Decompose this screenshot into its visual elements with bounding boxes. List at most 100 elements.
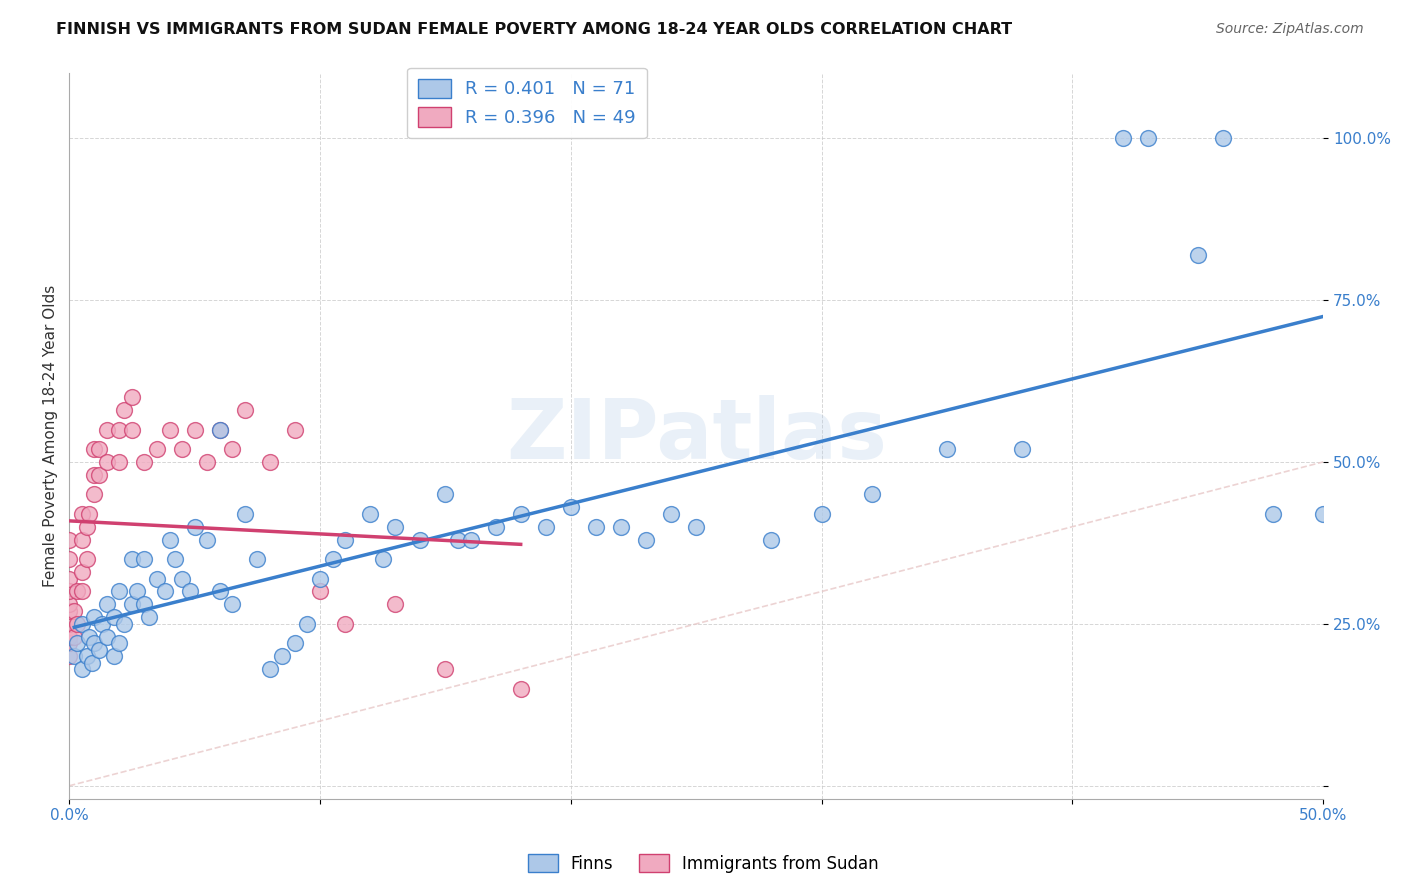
Point (509, 507, 531, 521)
Point (70, 507, 93, 521)
Point (685, 519, 707, 533)
Point (63, 630, 86, 644)
Point (134, 455, 156, 469)
Text: Source: ZipAtlas.com: Source: ZipAtlas.com (1216, 22, 1364, 37)
Point (134, 598, 156, 612)
Point (183, 423, 205, 437)
Legend: R = 0.401   N = 71, R = 0.396   N = 49: R = 0.401 N = 71, R = 0.396 N = 49 (408, 68, 647, 138)
Point (121, 423, 143, 437)
Point (70, 662, 93, 676)
Point (434, 662, 457, 676)
Point (384, 598, 406, 612)
Point (153, 584, 176, 599)
Point (322, 552, 344, 566)
Point (1312, 507, 1334, 521)
Point (125, 584, 148, 599)
Point (534, 519, 557, 533)
Point (221, 598, 243, 612)
Point (284, 636, 307, 650)
Point (163, 552, 186, 566)
Point (221, 442, 243, 456)
Point (70, 616, 93, 631)
Point (70, 584, 93, 599)
Point (83, 610, 105, 624)
Point (134, 552, 156, 566)
Point (58, 584, 80, 599)
Point (1261, 507, 1284, 521)
Point (76, 552, 98, 566)
Point (76, 649, 98, 664)
Point (159, 423, 181, 437)
Point (89, 467, 111, 482)
Point (63, 604, 86, 618)
Point (70, 533, 93, 547)
Point (195, 533, 218, 547)
Point (108, 584, 131, 599)
Point (585, 519, 607, 533)
Point (112, 403, 135, 417)
Point (80, 656, 103, 670)
Point (172, 442, 194, 456)
Point (1187, 247, 1209, 261)
Point (509, 681, 531, 696)
Point (58, 533, 80, 547)
Point (259, 662, 281, 676)
Point (208, 584, 231, 599)
Point (359, 507, 381, 521)
Point (96, 423, 118, 437)
Y-axis label: Female Poverty Among 18-24 Year Olds: Female Poverty Among 18-24 Year Olds (44, 285, 58, 587)
Point (138, 610, 160, 624)
Point (195, 455, 218, 469)
Point (103, 610, 125, 624)
Point (460, 533, 482, 547)
Point (66, 616, 89, 631)
Point (333, 533, 356, 547)
Point (58, 572, 80, 586)
Point (936, 442, 959, 456)
Point (659, 507, 682, 521)
Point (172, 572, 194, 586)
Point (560, 500, 582, 515)
Point (79, 507, 101, 521)
Point (121, 552, 143, 566)
Point (89, 642, 111, 657)
Point (83, 442, 105, 456)
Point (259, 455, 281, 469)
Point (761, 533, 783, 547)
Point (103, 649, 125, 664)
Point (58, 604, 80, 618)
Point (1136, 131, 1159, 145)
Point (76, 519, 98, 533)
Point (409, 533, 432, 547)
Point (636, 533, 658, 547)
Point (83, 636, 105, 650)
Text: ZIPatlas: ZIPatlas (506, 395, 887, 476)
Point (179, 584, 201, 599)
Point (58, 630, 80, 644)
Point (146, 442, 169, 456)
Point (246, 552, 269, 566)
Point (58, 552, 80, 566)
Point (233, 507, 256, 521)
Point (89, 442, 111, 456)
Point (371, 552, 394, 566)
Point (112, 616, 135, 631)
Point (96, 598, 118, 612)
Point (233, 403, 256, 417)
Point (108, 636, 131, 650)
Point (66, 636, 89, 650)
Point (146, 572, 169, 586)
Point (63, 649, 86, 664)
Point (66, 584, 89, 599)
Legend: Finns, Immigrants from Sudan: Finns, Immigrants from Sudan (520, 847, 886, 880)
Point (96, 455, 118, 469)
Point (108, 423, 131, 437)
Point (58, 616, 80, 631)
Point (58, 649, 80, 664)
Point (58, 598, 80, 612)
Point (434, 487, 457, 501)
Point (121, 598, 143, 612)
Point (284, 423, 307, 437)
Text: FINNISH VS IMMIGRANTS FROM SUDAN FEMALE POVERTY AMONG 18-24 YEAR OLDS CORRELATIO: FINNISH VS IMMIGRANTS FROM SUDAN FEMALE … (56, 22, 1012, 37)
Point (121, 390, 143, 404)
